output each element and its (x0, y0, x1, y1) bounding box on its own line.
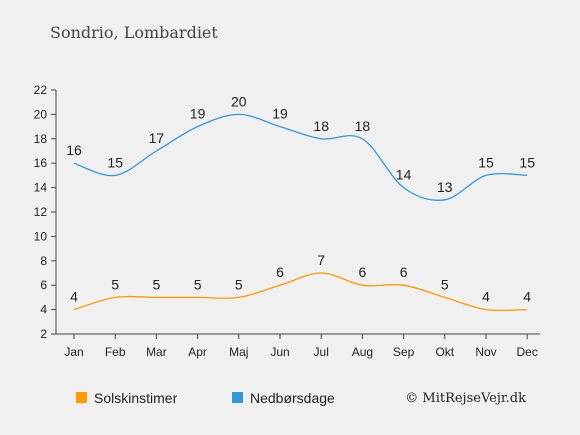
data-label: 15 (107, 154, 123, 170)
data-label: 20 (231, 93, 247, 109)
credit-text: © MitRejseVejr.dk (405, 391, 526, 406)
y-tick-label: 8 (40, 254, 47, 268)
x-tick-label: Jan (64, 345, 83, 359)
data-label: 5 (111, 276, 119, 292)
data-label: 15 (519, 154, 535, 170)
legend-label-sun: Solskinstimer (94, 390, 178, 406)
x-tick-label: Okt (435, 345, 454, 359)
data-label: 13 (437, 179, 453, 195)
y-tick-label: 12 (34, 205, 48, 219)
data-label: 7 (317, 252, 325, 268)
series-line-1 (73, 113, 528, 201)
data-label: 5 (235, 276, 243, 292)
legend: Solskinstimer Nedbørsdage (76, 390, 335, 406)
y-tick-label: 22 (34, 83, 48, 97)
data-labels: 4 5 5 5 5 6 7 6 6 5 4 4 16 15 17 19 20 19 18 18 14 13 15 15 (66, 93, 535, 304)
data-label: 19 (190, 106, 206, 122)
data-label: 15 (478, 154, 494, 170)
x-tick-label: Jul (314, 345, 329, 359)
legend-swatch-rain (232, 392, 243, 403)
chart-title: Sondrio, Lombardiet (50, 23, 218, 42)
x-tick-label: Mar (146, 345, 167, 359)
data-label: 18 (355, 118, 371, 134)
legend-swatch-sun (76, 392, 87, 403)
x-tick-label: Dec (517, 345, 538, 359)
data-label: 4 (482, 289, 490, 305)
y-tick-label: 4 (40, 303, 47, 317)
data-label: 16 (66, 142, 82, 158)
data-label: 6 (400, 264, 408, 280)
series-layer (73, 113, 528, 312)
data-label: 5 (194, 276, 202, 292)
y-tick-label: 10 (34, 229, 48, 243)
x-tick-label: Feb (105, 345, 126, 359)
data-label: 5 (153, 276, 161, 292)
data-label: 6 (359, 264, 367, 280)
data-label: 4 (70, 289, 78, 305)
x-tick-label: Jun (270, 345, 289, 359)
x-axis-ticks: Jan Feb Mar Apr Maj Jun Jul Aug Sep Okt Nov Dec (64, 334, 538, 359)
y-tick-label: 20 (34, 107, 48, 121)
data-label: 18 (313, 118, 329, 134)
data-label: 14 (396, 167, 412, 183)
data-label: 19 (272, 106, 288, 122)
y-tick-label: 14 (34, 181, 48, 195)
y-tick-label: 2 (40, 327, 47, 341)
x-tick-label: Maj (229, 345, 248, 359)
x-tick-label: Aug (352, 345, 373, 359)
data-label: 5 (441, 276, 449, 292)
series-line-0 (73, 272, 528, 312)
x-tick-label: Sep (393, 345, 415, 359)
x-tick-label: Apr (188, 345, 207, 359)
y-axis-ticks: 2 4 6 8 10 12 14 16 18 20 22 (34, 83, 56, 341)
y-tick-label: 18 (34, 132, 48, 146)
data-label: 6 (276, 264, 284, 280)
legend-label-rain: Nedbørsdage (250, 390, 335, 406)
y-tick-label: 6 (40, 278, 47, 292)
y-tick-label: 16 (34, 156, 48, 170)
data-label: 4 (523, 289, 531, 305)
data-label: 17 (149, 130, 165, 146)
x-tick-label: Nov (475, 345, 496, 359)
